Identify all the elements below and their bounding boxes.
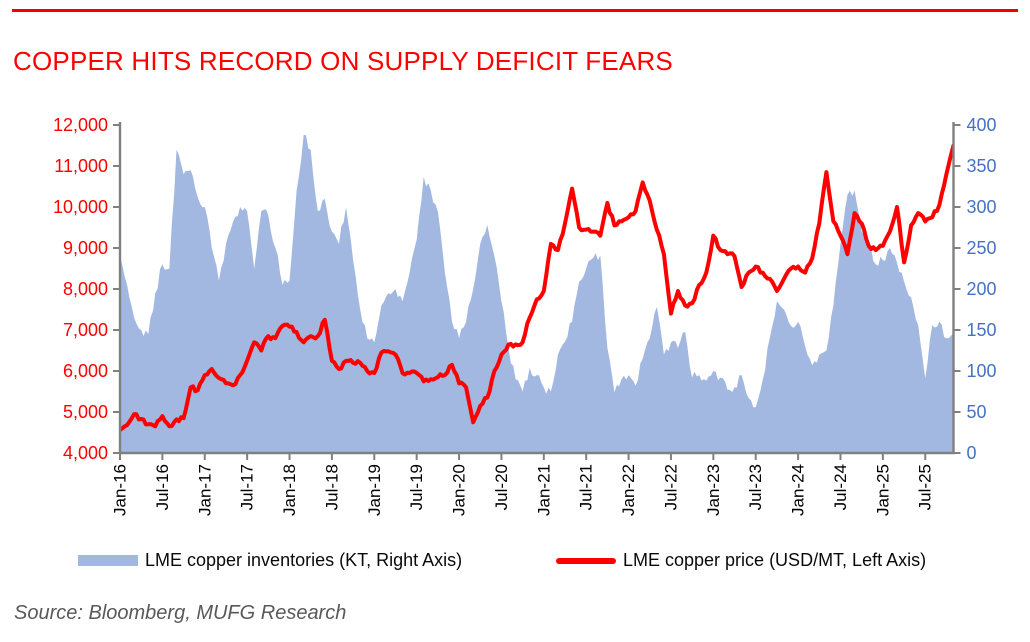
inventory-area-series <box>120 134 954 454</box>
legend-label-price: LME copper price (USD/MT, Left Axis) <box>623 550 927 570</box>
x-axis-tick-label: Jul-23 <box>746 464 765 510</box>
top-divider-rule <box>12 9 1018 12</box>
x-axis-tick-label: Jan-20 <box>450 464 469 516</box>
inventory-area-swatch <box>78 555 138 566</box>
left-axis-tick-label: 12,000 <box>53 115 108 135</box>
x-axis-tick-label: Jan-17 <box>195 464 214 516</box>
right-axis-tick-label: 350 <box>967 156 997 176</box>
left-axis-tick-label: 4,000 <box>63 443 108 463</box>
x-axis-tick-label: Jul-20 <box>492 464 511 510</box>
x-axis-tick-label: Jul-21 <box>577 464 596 510</box>
left-axis-tick-label: 7,000 <box>63 320 108 340</box>
page-title: COPPER HITS RECORD ON SUPPLY DEFICIT FEA… <box>13 46 673 76</box>
right-axis-tick-label: 100 <box>967 361 997 381</box>
left-axis-tick-label: 11,000 <box>54 156 108 176</box>
right-axis-tick-label: 50 <box>967 402 987 422</box>
x-axis-tick-label: Jul-17 <box>238 464 257 510</box>
x-axis-tick-label: Jul-24 <box>831 464 850 510</box>
chart-legend: LME copper inventories (KT, Right Axis) … <box>0 550 1030 576</box>
left-axis-tick-label: 8,000 <box>63 279 108 299</box>
price-line-series <box>119 143 955 432</box>
x-axis-tick-label: Jul-25 <box>916 464 935 510</box>
legend-label-inventories: LME copper inventories (KT, Right Axis) <box>145 550 463 570</box>
right-axis-tick-label: 150 <box>967 320 997 340</box>
price-line-swatch <box>556 557 616 564</box>
x-axis-tick-label: Jan-21 <box>534 464 553 516</box>
right-axis-tick-label: 400 <box>967 115 997 135</box>
right-axis-tick-label: 300 <box>967 197 997 217</box>
right-axis-tick-label: 200 <box>967 279 997 299</box>
x-axis-tick-label: Jul-19 <box>407 464 426 510</box>
x-axis-tick-label: Jan-24 <box>789 464 808 516</box>
left-axis-tick-label: 9,000 <box>63 238 108 258</box>
legend-item-price: LME copper price (USD/MT, Left Axis) <box>556 550 926 571</box>
left-axis-tick-label: 6,000 <box>63 361 108 381</box>
right-axis-tick-label: 0 <box>967 443 977 463</box>
x-axis-tick-label: Jan-23 <box>704 464 723 516</box>
plot-series-group <box>119 134 955 454</box>
x-axis-tick-label: Jan-22 <box>619 464 638 516</box>
x-axis-tick-label: Jul-22 <box>662 464 681 510</box>
x-axis-tick-label: Jan-19 <box>365 464 384 516</box>
legend-item-inventories: LME copper inventories (KT, Right Axis) <box>78 550 462 571</box>
x-axis-tick-label: Jul-16 <box>153 464 172 510</box>
x-axis-tick-label: Jan-18 <box>280 464 299 516</box>
x-axis-tick-label: Jan-25 <box>873 464 892 516</box>
left-axis-tick-label: 10,000 <box>53 197 108 217</box>
axes-group <box>118 122 955 455</box>
left-axis-tick-label: 5,000 <box>63 402 108 422</box>
right-axis-tick-label: 250 <box>967 238 997 258</box>
x-axis-tick-label: Jul-18 <box>322 464 341 510</box>
source-note: Source: Bloomberg, MUFG Research <box>14 602 347 624</box>
x-axis-tick-label: Jan-16 <box>111 464 130 516</box>
